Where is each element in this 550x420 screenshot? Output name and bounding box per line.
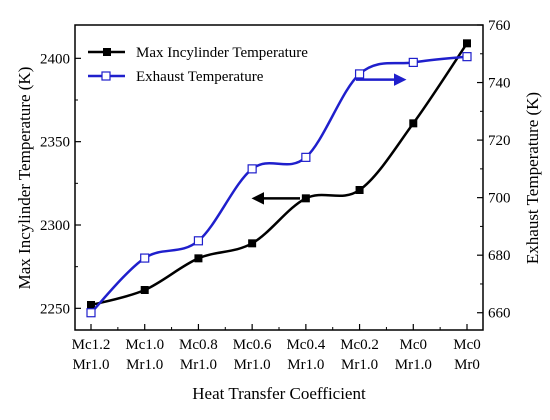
- legend-label-max-incylinder: Max Incylinder Temperature: [136, 45, 308, 61]
- left-y-axis-title: Max Incylinder Temperature (K): [15, 67, 34, 290]
- data-point-max-incylinder: [140, 286, 149, 294]
- data-point-max-incylinder: [409, 119, 418, 128]
- data-point-max-incylinder: [87, 301, 95, 309]
- data-point-exhaust: [140, 253, 150, 263]
- x-tick-label-line2: Mr1.0: [341, 357, 378, 373]
- data-point-max-incylinder: [355, 186, 364, 194]
- x-tick-label-line1: Mc0.2: [340, 337, 379, 353]
- data-point-exhaust: [301, 152, 311, 162]
- data-point-max-incylinder: [301, 194, 310, 203]
- legend: Max Incylinder Temperature Exhaust Tempe…: [88, 45, 308, 85]
- series-line-exhaust: [90, 55, 468, 314]
- x-tick-label-line2: Mr1.0: [287, 357, 324, 373]
- x-tick-label-line2: Mr1.0: [180, 357, 217, 373]
- right-tick-label: 700: [488, 191, 511, 207]
- x-tick-label-line2: Mr1.0: [72, 357, 109, 373]
- arrow-annotations: [251, 73, 407, 205]
- data-point-max-incylinder: [248, 239, 257, 248]
- x-axis: Mc1.2 Mr1.0 Mc1.0 Mr1.0 Mc0.8 Mr1.0 Mc0.6 Mr1.0…: [72, 324, 481, 373]
- right-tick-label: 720: [488, 133, 511, 149]
- left-tick-label: 2350: [40, 135, 70, 151]
- right-tick-label: 740: [488, 76, 511, 92]
- data-point-exhaust: [354, 69, 365, 79]
- x-tick-label-line1: Mc0.4: [286, 337, 325, 353]
- right-tick-label: 680: [488, 248, 511, 264]
- x-axis-title: Heat Transfer Coefficient: [192, 384, 366, 403]
- x-tick-label-line2: Mr1.0: [234, 357, 271, 373]
- data-point-exhaust: [462, 52, 472, 62]
- left-tick-label: 2250: [40, 301, 70, 317]
- data-point-max-incylinder: [463, 39, 471, 48]
- right-tick-label: 760: [488, 18, 511, 34]
- x-tick-label-line1: Mc0: [400, 337, 428, 353]
- x-tick-label-line1: Mc0: [453, 337, 481, 353]
- data-point-exhaust: [193, 236, 204, 246]
- x-tick-label-line2: Mr1.0: [126, 357, 163, 373]
- series-group: [86, 39, 472, 318]
- right-y-axis: 660 680 700 720 740 760: [477, 18, 511, 322]
- x-tick-label-line1: Mc1.0: [125, 337, 164, 353]
- legend-label-exhaust: Exhaust Temperature: [136, 69, 264, 85]
- left-y-axis: 2250 2300 2350 2400: [40, 51, 81, 317]
- left-tick-label: 2400: [40, 51, 70, 67]
- x-tick-label-line2: Mr0: [454, 357, 480, 373]
- data-point-exhaust: [408, 57, 418, 68]
- data-point-exhaust: [86, 308, 96, 318]
- data-point-max-incylinder: [194, 254, 203, 263]
- left-tick-label: 2300: [40, 218, 70, 234]
- legend-marker-exhaust: [101, 71, 111, 81]
- x-tick-label-line2: Mr1.0: [395, 357, 432, 373]
- data-point-exhaust: [247, 164, 257, 174]
- right-tick-label: 660: [488, 306, 511, 322]
- x-tick-label-line1: Mc0.8: [179, 337, 218, 353]
- x-tick-label-line1: Mc1.2: [72, 337, 111, 353]
- right-y-axis-title: Exhaust Temperature (K): [523, 92, 542, 264]
- legend-marker-max-incylinder: [103, 48, 111, 56]
- x-tick-label-line1: Mc0.6: [233, 337, 272, 353]
